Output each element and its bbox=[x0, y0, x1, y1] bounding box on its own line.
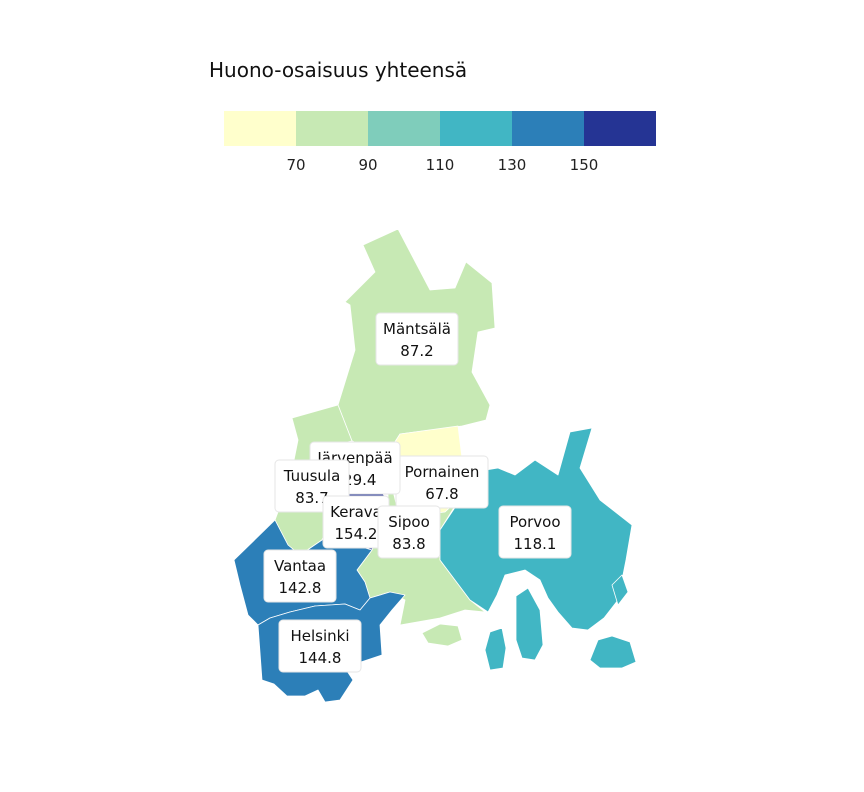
region-label-porvoo: Porvoo 118.1 bbox=[498, 505, 572, 559]
region-value: 83.8 bbox=[392, 535, 425, 553]
legend-bin bbox=[512, 111, 584, 146]
legend-tick-label: 150 bbox=[570, 156, 599, 174]
region-sipoo[interactable] bbox=[421, 623, 463, 647]
region-name: Vantaa bbox=[274, 557, 326, 575]
region-label-tuusula: Tuusula 83.7 bbox=[274, 459, 350, 513]
region-label-vantaa: Vantaa 142.8 bbox=[263, 549, 337, 603]
legend-bin bbox=[440, 111, 512, 146]
region-value: 67.8 bbox=[425, 485, 458, 503]
legend-tick-label: 70 bbox=[286, 156, 305, 174]
region-label-box bbox=[498, 505, 572, 559]
region-porvoo[interactable] bbox=[515, 587, 544, 661]
region-name: Mäntsälä bbox=[383, 320, 451, 338]
legend-tick-label: 90 bbox=[358, 156, 377, 174]
region-porvoo[interactable] bbox=[589, 635, 637, 669]
region-label-box bbox=[278, 619, 362, 673]
region-value: 144.8 bbox=[299, 649, 342, 667]
region-label-box bbox=[377, 505, 441, 559]
region-name: Helsinki bbox=[290, 627, 349, 645]
legend-title: Huono-osaisuus yhteensä bbox=[209, 58, 467, 82]
region-label-pornainen: Pornainen 67.8 bbox=[395, 455, 489, 509]
region-value: 83.7 bbox=[295, 489, 328, 507]
map-labels: Mäntsälä87.2Pornainen67.8Järvenpää129.4T… bbox=[263, 312, 572, 673]
region-value: 118.1 bbox=[514, 535, 557, 553]
legend-ticks: 70 90 110 130 150 bbox=[286, 156, 598, 174]
legend-color-bar bbox=[224, 111, 656, 146]
region-label-box bbox=[375, 312, 459, 366]
region-label-box bbox=[263, 549, 337, 603]
legend-tick-label: 110 bbox=[426, 156, 455, 174]
region-name: Tuusula bbox=[283, 467, 341, 485]
legend: Huono-osaisuus yhteensä 70 90 110 130 150 bbox=[209, 58, 656, 174]
region-porvoo[interactable] bbox=[484, 627, 507, 671]
legend-bin bbox=[584, 111, 656, 146]
legend-bin bbox=[296, 111, 368, 146]
legend-bin bbox=[368, 111, 440, 146]
region-value: 142.8 bbox=[279, 579, 322, 597]
region-label-helsinki: Helsinki 144.8 bbox=[278, 619, 362, 673]
region-value: 154.2 bbox=[335, 525, 378, 543]
region-name: Pornainen bbox=[405, 463, 480, 481]
legend-bin bbox=[224, 111, 296, 146]
region-porvoo[interactable] bbox=[611, 574, 629, 606]
legend-tick-label: 130 bbox=[498, 156, 527, 174]
region-label-mantsala: Mäntsälä 87.2 bbox=[375, 312, 459, 366]
region-value: 87.2 bbox=[400, 342, 433, 360]
region-label-kerava: Kerava 154.2 bbox=[322, 495, 390, 549]
region-name: Porvoo bbox=[509, 513, 560, 531]
region-label-sipoo: Sipoo 83.8 bbox=[377, 505, 441, 559]
region-name: Sipoo bbox=[388, 513, 430, 531]
region-name: Kerava bbox=[330, 503, 382, 521]
